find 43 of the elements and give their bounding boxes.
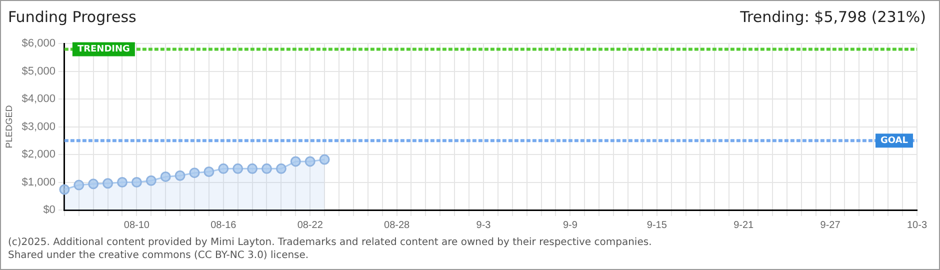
x-tick-label: 9-27	[820, 220, 841, 231]
y-tick-label: $1,000	[22, 176, 56, 188]
x-tick-label: 08-10	[124, 220, 150, 231]
point	[102, 178, 114, 189]
x-tick-label: 9-9	[562, 220, 578, 231]
x-tick-label: 08-28	[384, 220, 410, 231]
text: Trending: $5,798 (231%)	[740, 8, 926, 26]
y-tick-label: $0	[43, 204, 56, 216]
text: (c)2025. Additional content provided by Mimi Layton. Trademarks and related content are owned by their respective companies.	[8, 236, 652, 249]
point	[232, 163, 244, 174]
point	[319, 154, 330, 165]
point	[131, 177, 142, 188]
x-tick-label: 9-15	[646, 220, 668, 231]
x-tick-label: 9-3	[476, 220, 492, 231]
point	[146, 175, 156, 186]
point	[160, 171, 171, 182]
point	[276, 163, 286, 174]
chart-title: Funding Progress	[8, 8, 136, 26]
point	[88, 178, 99, 190]
text: Shared under the creative commons (CC BY-NC 3.0) license.	[8, 249, 310, 262]
point	[218, 163, 229, 174]
y-tick-label: $6,000	[22, 38, 56, 50]
y-axis-title: PLEDGED	[4, 104, 14, 148]
ref-line-label: TRENDING	[77, 44, 130, 55]
y-tick-label: $4,000	[22, 93, 56, 106]
point	[116, 177, 128, 188]
x-tick-label: 08-16	[210, 220, 237, 231]
y-tick-label: $3,000	[22, 120, 56, 133]
point	[247, 163, 258, 174]
point	[174, 170, 186, 181]
point	[189, 168, 200, 178]
x-tick-label: 9-21	[734, 220, 754, 231]
ref-line-label: GOAL	[880, 136, 908, 146]
x-tick-label: 10-3	[906, 220, 928, 231]
point	[74, 180, 84, 190]
point	[204, 166, 214, 177]
y-tick-label: $2,000	[22, 148, 56, 161]
y-tick-label: $5,000	[22, 65, 56, 78]
point	[59, 184, 70, 195]
point	[261, 163, 272, 174]
x-tick-label: 08-22	[297, 220, 324, 231]
point	[304, 156, 316, 167]
point	[290, 156, 301, 167]
